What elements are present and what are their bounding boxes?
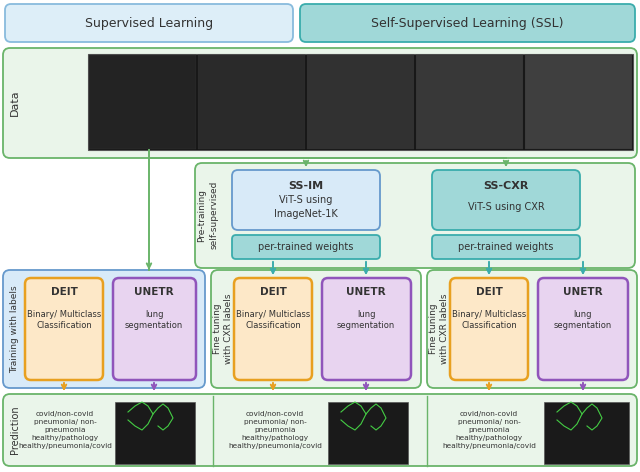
FancyBboxPatch shape bbox=[300, 4, 635, 42]
FancyBboxPatch shape bbox=[538, 278, 628, 380]
FancyBboxPatch shape bbox=[322, 278, 411, 380]
Text: UNETR: UNETR bbox=[563, 287, 603, 297]
FancyBboxPatch shape bbox=[432, 235, 580, 259]
FancyBboxPatch shape bbox=[211, 270, 421, 388]
FancyBboxPatch shape bbox=[234, 278, 312, 380]
Text: Supervised Learning: Supervised Learning bbox=[85, 17, 213, 29]
Bar bbox=[88, 54, 633, 150]
Bar bbox=[328, 402, 408, 464]
Text: Pre-training
self-supervised: Pre-training self-supervised bbox=[198, 181, 218, 249]
Text: DEIT: DEIT bbox=[260, 287, 287, 297]
FancyBboxPatch shape bbox=[427, 270, 637, 388]
FancyBboxPatch shape bbox=[232, 170, 380, 230]
Text: SS-IM: SS-IM bbox=[289, 181, 324, 191]
FancyBboxPatch shape bbox=[432, 170, 580, 230]
Text: Fine tuning
with CXR labels: Fine tuning with CXR labels bbox=[212, 294, 234, 364]
Text: covid/non-covid
pneumonia/ non-
pneumonia
healthy/pathology
healthy/pneumonia/co: covid/non-covid pneumonia/ non- pneumoni… bbox=[18, 411, 112, 449]
Bar bbox=[307, 55, 414, 149]
Text: Binary/ Multiclass
Classification: Binary/ Multiclass Classification bbox=[236, 310, 310, 330]
Text: Self-Supervised Learning (SSL): Self-Supervised Learning (SSL) bbox=[371, 17, 563, 29]
Text: ViT-S using CXR: ViT-S using CXR bbox=[468, 202, 545, 212]
Text: per-trained weights: per-trained weights bbox=[458, 242, 554, 252]
Text: Binary/ Multiclass
Classification: Binary/ Multiclass Classification bbox=[27, 310, 101, 330]
Text: Training with labels: Training with labels bbox=[10, 285, 19, 373]
Bar bbox=[525, 55, 632, 149]
Text: covid/non-covid
pneumonia/ non-
pneumonia
healthy/pathology
healthy/pneumonia/co: covid/non-covid pneumonia/ non- pneumoni… bbox=[442, 411, 536, 449]
Text: lung
segmentation: lung segmentation bbox=[337, 310, 395, 330]
FancyBboxPatch shape bbox=[232, 235, 380, 259]
Text: Prediction: Prediction bbox=[10, 406, 20, 455]
FancyBboxPatch shape bbox=[113, 278, 196, 380]
Text: DEIT: DEIT bbox=[476, 287, 502, 297]
Bar bbox=[198, 55, 305, 149]
Text: ViT-S using
ImageNet-1K: ViT-S using ImageNet-1K bbox=[274, 195, 338, 219]
Text: lung
segmentation: lung segmentation bbox=[554, 310, 612, 330]
Text: Data: Data bbox=[10, 90, 20, 116]
Text: UNETR: UNETR bbox=[134, 287, 174, 297]
Text: Fine tuning
with CXR labels: Fine tuning with CXR labels bbox=[429, 294, 449, 364]
FancyBboxPatch shape bbox=[25, 278, 103, 380]
Bar bbox=[89, 55, 196, 149]
FancyBboxPatch shape bbox=[5, 4, 293, 42]
Bar bbox=[544, 402, 629, 464]
Text: UNETR: UNETR bbox=[346, 287, 386, 297]
Bar bbox=[416, 55, 523, 149]
Text: covid/non-covid
pneumonia/ non-
pneumonia
healthy/pathology
healthy/pneumonia/co: covid/non-covid pneumonia/ non- pneumoni… bbox=[228, 411, 322, 449]
Bar bbox=[115, 402, 195, 464]
Text: Binary/ Multiclass
Classification: Binary/ Multiclass Classification bbox=[452, 310, 526, 330]
Text: lung
segmentation: lung segmentation bbox=[125, 310, 183, 330]
Text: DEIT: DEIT bbox=[51, 287, 77, 297]
FancyBboxPatch shape bbox=[3, 270, 205, 388]
Text: SS-CXR: SS-CXR bbox=[483, 181, 529, 191]
FancyBboxPatch shape bbox=[3, 394, 637, 466]
FancyBboxPatch shape bbox=[195, 163, 635, 268]
FancyBboxPatch shape bbox=[450, 278, 528, 380]
FancyBboxPatch shape bbox=[3, 48, 637, 158]
Text: per-trained weights: per-trained weights bbox=[259, 242, 354, 252]
